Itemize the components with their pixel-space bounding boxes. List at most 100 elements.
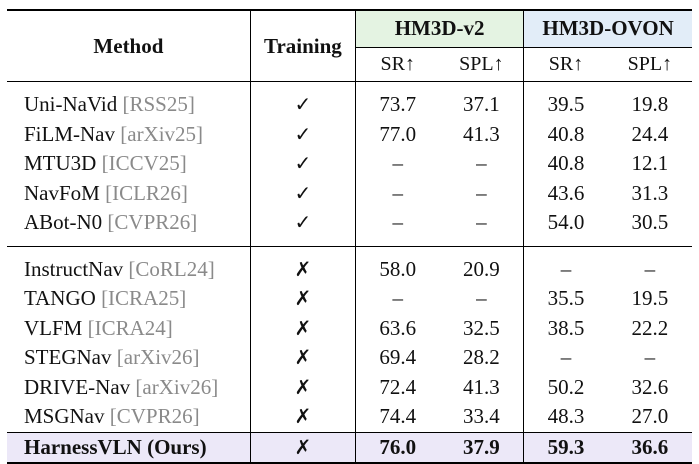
table-row: MSGNav [CVPR26] ✗ 74.4 33.4 48.3 27.0 [7, 402, 692, 432]
hm3d-v2-spl-cell: 20.9 [439, 254, 525, 284]
table-row: FiLM-Nav [arXiv25] ✓ 77.0 41.3 40.8 24.4 [7, 119, 692, 149]
training-cell: ✓ [250, 90, 356, 120]
method-name: MSGNav [24, 404, 105, 429]
header-group-hm3d-v2: HM3D-v2 [355, 10, 525, 48]
training-cell: ✗ [250, 432, 356, 463]
results-table: Method Training HM3D-v2 HM3D-OVON SR↑ SP… [7, 9, 692, 464]
hm3d-ovon-spl-cell: 24.4 [631, 121, 669, 146]
spacer-cell [355, 238, 439, 247]
method-cell: InstructNav [CoRL24] [7, 254, 251, 284]
spacer-row [7, 237, 692, 247]
header-metric-ovon-spl: SPL↑ [607, 46, 692, 82]
method-name: NavFoM [24, 180, 100, 205]
hm3d-v2-sr-cell: – [392, 210, 404, 235]
header-metric-ovon-sr: SR↑ [523, 46, 608, 82]
hm3d-v2-spl-cell: 37.1 [439, 90, 525, 120]
hm3d-v2-sr-cell: – [392, 180, 404, 205]
training-cell: ✗ [250, 254, 356, 284]
training-cell: ✓ [250, 178, 356, 208]
method-cell: DRIVE-Nav [arXiv26] [7, 372, 251, 402]
table-row: MTU3D [ICCV25] ✓ – –40.8 12.1 [7, 149, 692, 179]
hm3d-v2-spl-cell: 32.5 [439, 313, 525, 343]
spacer-cell [524, 238, 608, 247]
training-cell: ✗ [250, 372, 356, 402]
method-cell: NavFoM [ICLR26] [7, 178, 251, 208]
hm3d-ovon-sr-cell: 40.8 [547, 151, 585, 176]
table-row: TANGO [ICRA25] ✗ – –35.5 19.5 [7, 284, 692, 314]
hm3d-v2-spl-cell: 37.9 [439, 432, 525, 463]
hm3d-v2-sr-cell: 76.0 [355, 432, 440, 463]
table-row: VLFM [ICRA24] ✗ 63.6 32.5 38.5 22.2 [7, 313, 692, 343]
table-row: NavFoM [ICLR26] ✓ – –43.6 31.3 [7, 178, 692, 208]
spacer-cell [7, 237, 251, 246]
method-cell: HarnessVLN (Ours) [7, 432, 251, 463]
hm3d-ovon-sr-cell: 43.6 [547, 180, 585, 205]
method-venue: [CVPR26] [109, 404, 200, 429]
method-name: InstructNav [24, 256, 124, 281]
results-table-container: Method Training HM3D-v2 HM3D-OVON SR↑ SP… [7, 9, 692, 464]
header-method: Method [7, 10, 251, 82]
training-cell: ✓ [250, 149, 356, 179]
method-name: MTU3D [24, 151, 97, 176]
hm3d-ovon-sr-cell: 50.2 [547, 374, 585, 399]
method-venue: [ICCV25] [101, 151, 187, 176]
method-cell: MTU3D [ICCV25] [7, 149, 251, 179]
hm3d-ovon-spl-cell: – [644, 345, 656, 370]
training-mark: ✓ [294, 180, 312, 205]
method-venue: [ICRA24] [87, 315, 173, 340]
hm3d-ovon-spl-cell: 31.3 [631, 180, 669, 205]
hm3d-ovon-spl-cell: – [644, 256, 656, 281]
hm3d-v2-spl-cell: 41.3 [439, 372, 525, 402]
spacer-row [7, 81, 692, 91]
training-cell: ✗ [250, 343, 356, 373]
training-mark: ✓ [294, 210, 312, 235]
training-mark: ✗ [294, 286, 312, 311]
hm3d-v2-sr-cell: 77.0 [379, 121, 417, 146]
hm3d-ovon-sr-cell: 38.5 [547, 315, 585, 340]
method-name: DRIVE-Nav [24, 374, 131, 399]
method-cell: TANGO [ICRA25] [7, 284, 251, 314]
method-cell: FiLM-Nav [arXiv25] [7, 119, 251, 149]
method-name: VLFM [24, 315, 83, 340]
training-mark: ✗ [294, 374, 312, 399]
method-name: HarnessVLN (Ours) [24, 434, 207, 459]
hm3d-v2-sr-cell: 73.7 [379, 92, 417, 117]
hm3d-v2-spl-cell: 28.2 [439, 343, 525, 373]
spacer-cell [608, 82, 692, 91]
method-venue: [RSS25] [122, 92, 195, 117]
hm3d-ovon-sr-cell: – [560, 256, 572, 281]
training-cell: ✗ [250, 402, 356, 432]
hm3d-v2-sr-cell: – [392, 286, 404, 311]
spacer-cell [250, 246, 356, 255]
training-cell: ✓ [250, 208, 356, 238]
hm3d-v2-sr-cell: 69.4 [379, 345, 417, 370]
hm3d-v2-spl-cell: 41.3 [439, 119, 525, 149]
hm3d-v2-spl-cell: – [439, 208, 525, 238]
method-name: STEGNav [24, 345, 112, 370]
training-mark: ✗ [294, 315, 312, 340]
hm3d-ovon-sr-cell: – [560, 345, 572, 370]
spacer-cell [608, 246, 692, 255]
training-mark: ✗ [294, 256, 312, 281]
training-mark: ✓ [294, 121, 312, 146]
training-methods-group: Uni-NaVid [RSS25] ✓ 73.7 37.1 39.5 19.8 FiLM-N… [7, 81, 692, 247]
spacer-cell [250, 81, 356, 90]
spacer-cell [250, 237, 356, 246]
training-mark: ✗ [294, 345, 312, 370]
hm3d-ovon-spl-cell: 19.5 [631, 286, 669, 311]
method-name: ABot-N0 [24, 210, 103, 235]
method-venue: [ICLR26] [105, 180, 188, 205]
header-training: Training [250, 10, 356, 82]
training-free-methods-group: InstructNav [CoRL24] ✗ 58.0 20.9– – TANGO [IC… [7, 246, 692, 463]
method-venue: [arXiv26] [135, 374, 219, 399]
table-row: Uni-NaVid [RSS25] ✓ 73.7 37.1 39.5 19.8 [7, 90, 692, 120]
method-venue: [ICRA25] [101, 286, 187, 311]
method-name: TANGO [24, 286, 96, 311]
training-cell: ✗ [250, 313, 356, 343]
training-mark: ✗ [294, 404, 312, 429]
method-venue: [arXiv26] [116, 345, 200, 370]
hm3d-ovon-sr-cell: 40.8 [547, 121, 585, 146]
hm3d-ovon-spl-cell: 19.8 [631, 92, 669, 117]
hm3d-ovon-sr-cell: 54.0 [547, 210, 585, 235]
hm3d-ovon-sr-cell: 59.3 [523, 432, 608, 463]
